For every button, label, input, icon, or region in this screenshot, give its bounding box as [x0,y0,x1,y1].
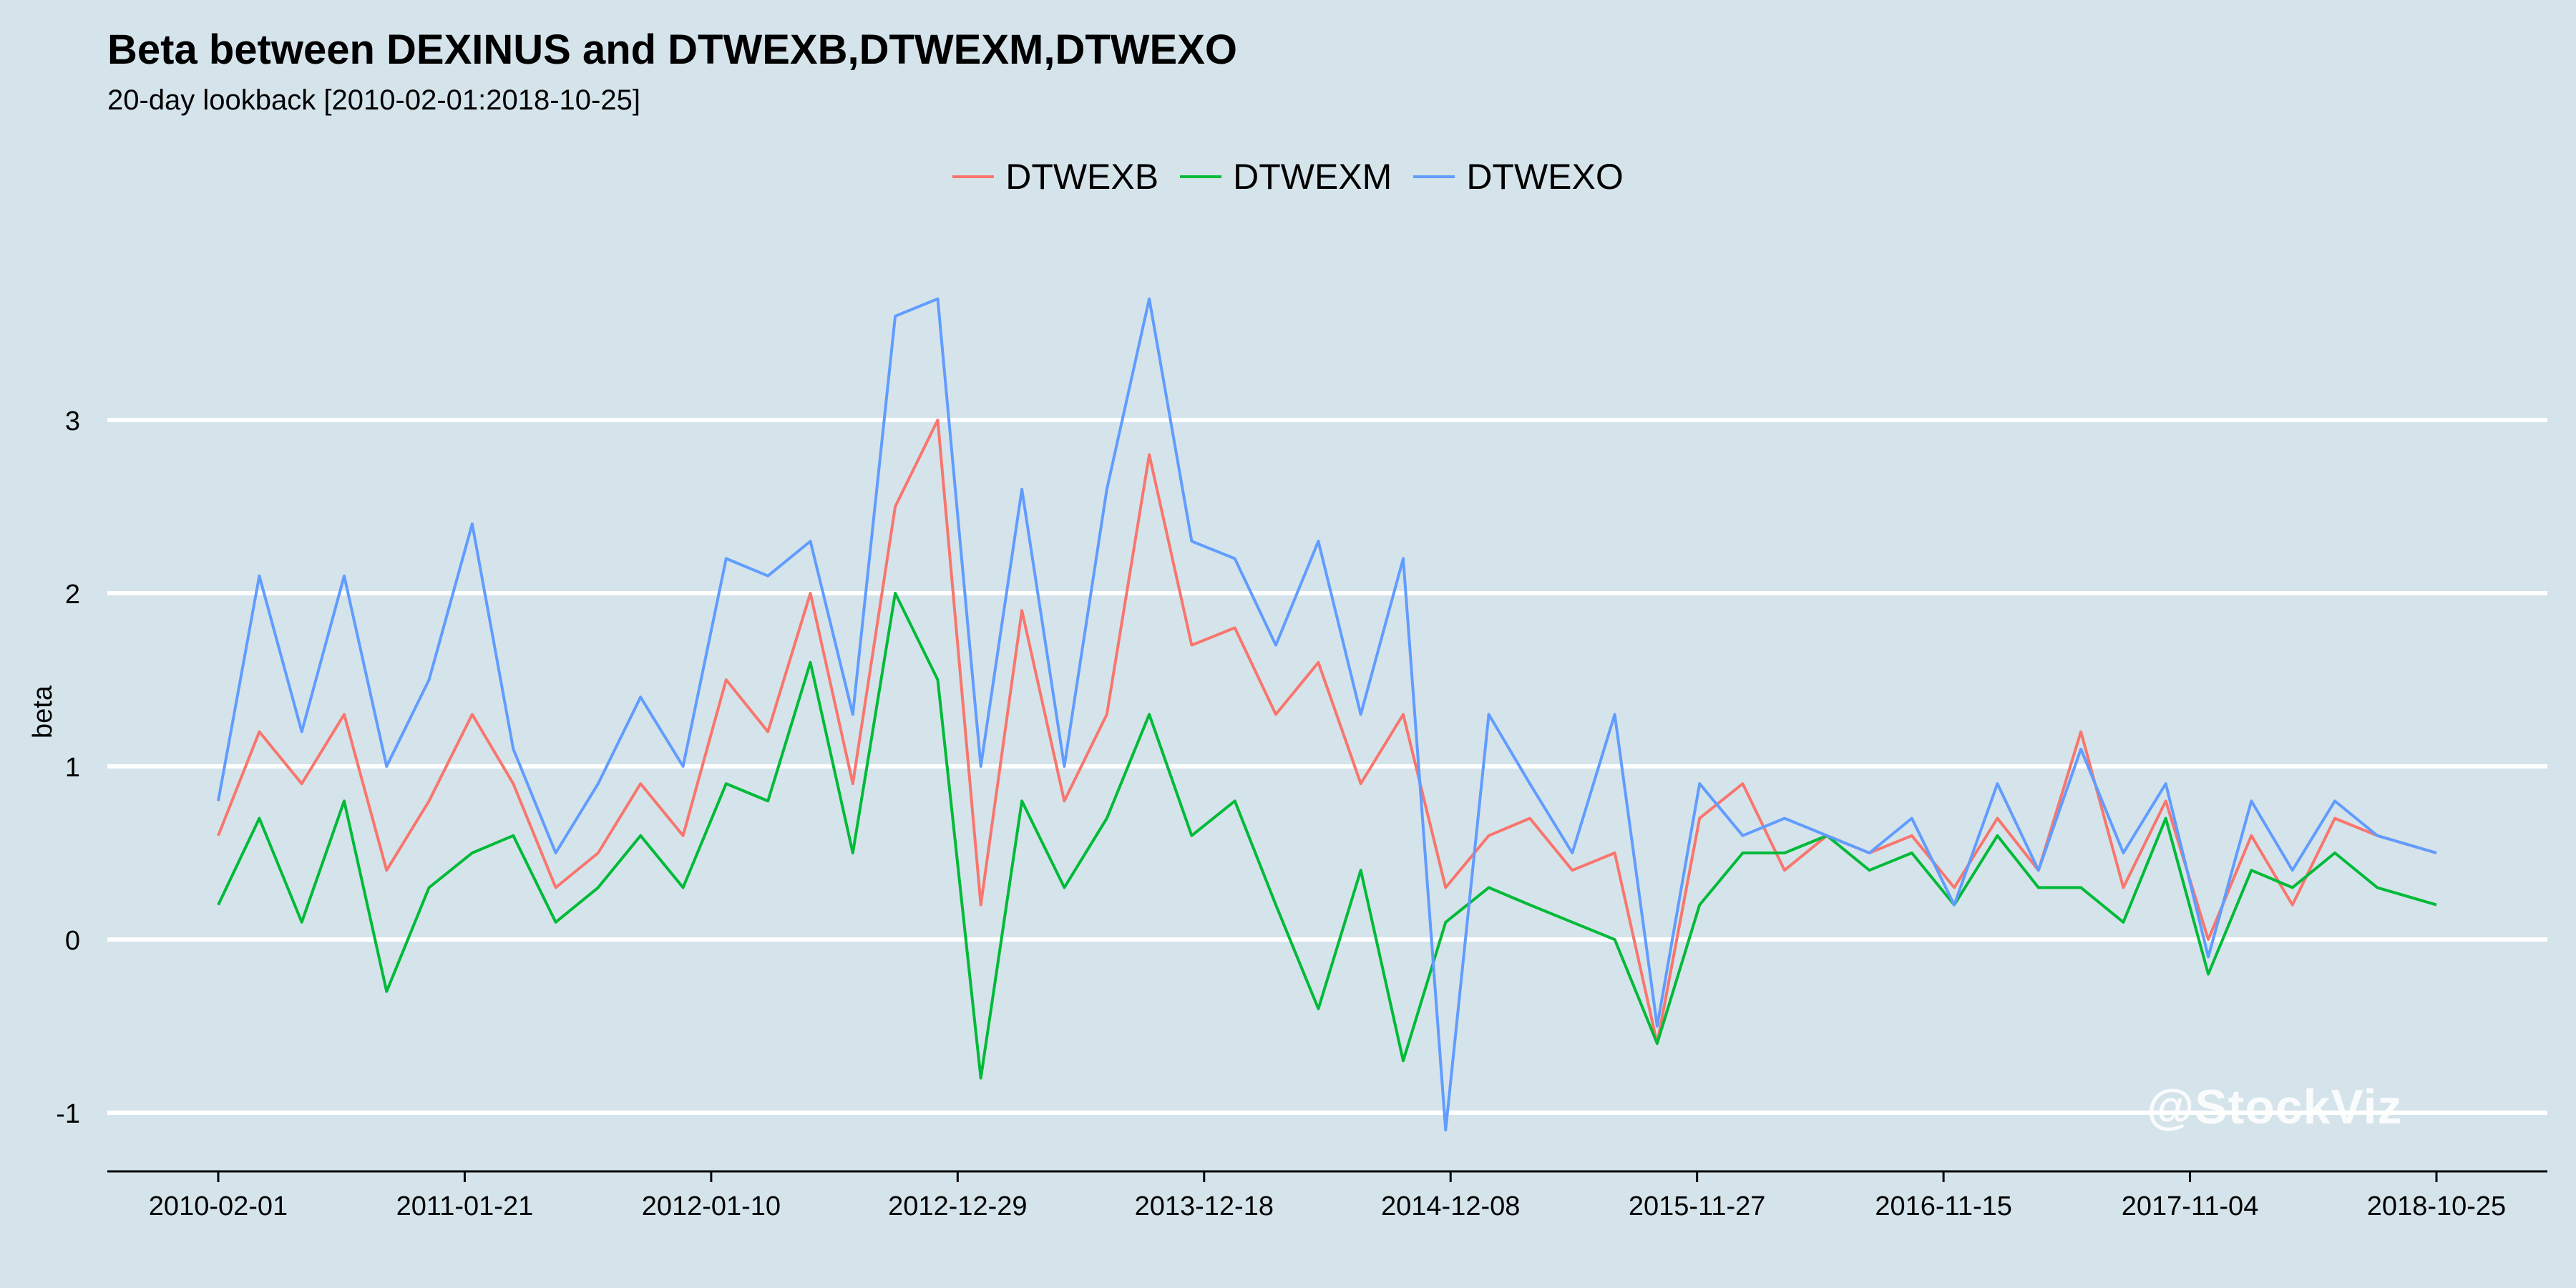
legend-label-dtwexm: DTWEXM [1233,157,1392,197]
y-tick-label: 2 [65,580,80,610]
x-tick-label: 2013-12-18 [1135,1191,1274,1221]
x-tick-label: 2014-12-08 [1381,1191,1520,1221]
x-tick-label: 2016-11-15 [1875,1191,2012,1221]
x-tick-label: 2015-11-27 [1629,1191,1766,1221]
watermark: @StockViz [2147,1080,2403,1134]
x-tick-label: 2011-01-21 [396,1191,534,1221]
x-tick-label: 2018-10-25 [2367,1191,2506,1221]
y-tick-label: 3 [65,406,80,436]
y-tick-label: 0 [65,926,80,956]
x-tick-label: 2017-11-04 [2122,1191,2259,1221]
y-tick-label: -1 [56,1099,80,1129]
legend-swatch-dtwexo [1413,175,1455,178]
series-line-dtwexm [217,592,2437,1080]
legend-label-dtwexb: DTWEXB [1005,157,1159,197]
legend-swatch-dtwexm [1180,175,1222,178]
legend: DTWEXB DTWEXM DTWEXO [0,156,2576,197]
legend-item-dtwexo: DTWEXO [1413,156,1624,197]
legend-item-dtwexb: DTWEXB [952,156,1158,197]
series-line-dtwexo [217,297,2437,1132]
x-tick-label: 2010-02-01 [149,1191,288,1221]
series-line-dtwexb [217,419,2437,1045]
legend-label-dtwexo: DTWEXO [1466,157,1624,197]
chart-subtitle: 20-day lookback [2010-02-01:2018-10-25] [107,84,640,116]
y-tick-label: 1 [65,753,80,783]
chart-title: Beta between DEXINUS and DTWEXB,DTWEXM,D… [107,26,1237,73]
legend-item-dtwexm: DTWEXM [1180,156,1392,197]
x-tick-label: 2012-01-10 [642,1191,781,1221]
y-axis-label: beta [28,685,58,738]
legend-swatch-dtwexb [952,175,995,178]
x-tick-label: 2012-12-29 [888,1191,1027,1221]
